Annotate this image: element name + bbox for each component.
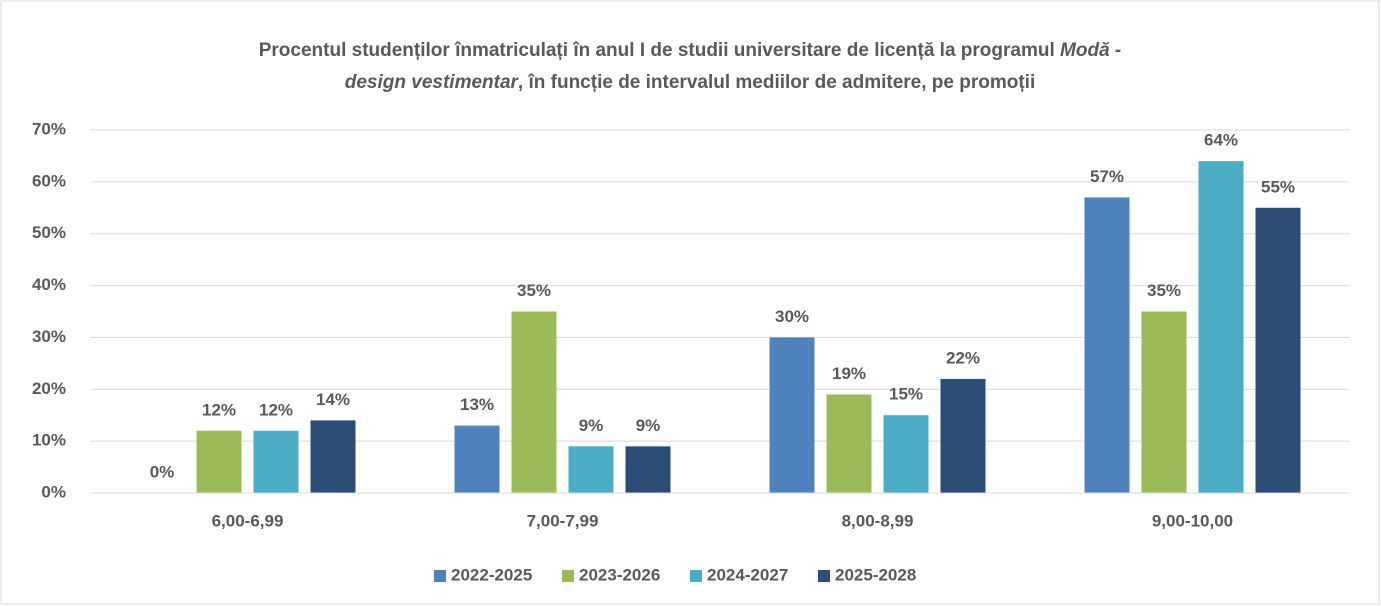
data-label: 55% (1261, 177, 1295, 196)
bar (1198, 161, 1244, 493)
data-label: 19% (832, 364, 866, 383)
data-label: 15% (889, 385, 923, 404)
bar (310, 420, 356, 493)
y-tick-label: 40% (32, 275, 66, 294)
x-tick-label: 8,00-8,99 (842, 511, 914, 530)
legend-swatch (562, 570, 574, 582)
data-label: 0% (150, 462, 175, 481)
bar (625, 446, 671, 493)
bar (253, 430, 299, 493)
y-tick-label: 10% (32, 431, 66, 450)
bar (1084, 197, 1130, 493)
data-label: 13% (460, 395, 494, 414)
bar (1255, 207, 1301, 494)
y-tick-label: 20% (32, 379, 66, 398)
bar (511, 311, 557, 493)
x-tick-label: 7,00-7,99 (527, 511, 599, 530)
legend-label: 2023-2026 (579, 565, 660, 584)
chart-title-line-1: Procentul studenților înmatriculați în a… (259, 40, 1122, 61)
chart-title-line-2: design vestimentar, în funcție de interv… (345, 72, 1036, 93)
x-tick-label: 6,00-6,99 (212, 511, 284, 530)
bar (568, 446, 614, 493)
legend-label: 2025-2028 (835, 565, 916, 584)
data-label: 57% (1090, 167, 1124, 186)
y-tick-label: 0% (41, 482, 66, 501)
data-label: 12% (259, 400, 293, 419)
y-tick-label: 60% (32, 171, 66, 190)
y-tick-label: 30% (32, 327, 66, 346)
data-label: 14% (316, 390, 350, 409)
bar (1141, 311, 1187, 493)
legend-label: 2022-2025 (451, 565, 532, 584)
bar (826, 394, 872, 493)
data-label: 35% (1147, 281, 1181, 300)
y-tick-label: 50% (32, 223, 66, 242)
y-tick-label: 70% (32, 119, 66, 138)
data-label: 9% (579, 416, 604, 435)
legend-swatch (690, 570, 702, 582)
bar (454, 425, 500, 493)
title-part: Modă - (1060, 40, 1121, 61)
x-tick-label: 9,00-10,00 (1152, 511, 1233, 530)
legend-swatch (434, 570, 446, 582)
data-label: 64% (1204, 131, 1238, 150)
data-label: 22% (946, 348, 980, 367)
data-label: 35% (517, 281, 551, 300)
legend-swatch (818, 570, 830, 582)
bar (940, 378, 986, 493)
bar (769, 337, 815, 493)
bar (196, 430, 242, 493)
bar (883, 415, 929, 493)
legend-label: 2024-2027 (707, 565, 788, 584)
title-part: design vestimentar (345, 72, 520, 93)
data-label: 30% (775, 307, 809, 326)
data-label: 12% (202, 400, 236, 419)
data-label: 9% (636, 416, 661, 435)
title-part: , în funcție de intervalul mediilor de a… (518, 72, 1035, 93)
title-part: Procentul studenților înmatriculați în a… (259, 40, 1060, 61)
